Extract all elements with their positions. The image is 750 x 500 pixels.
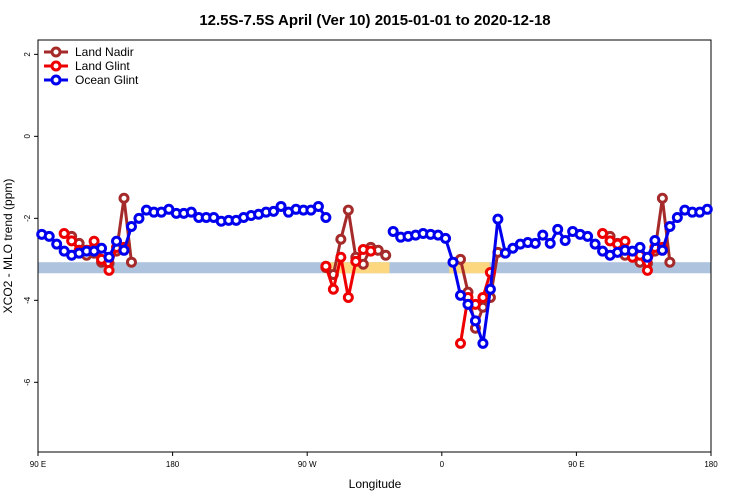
data-point [499,247,511,259]
data-point [477,337,489,349]
x-tick-label: 90 E [30,460,46,469]
data-point [440,232,452,244]
data-point [342,204,354,216]
legend-marker [50,74,62,86]
data-point [133,212,145,224]
data-point [118,192,130,204]
data-point [335,233,347,245]
plot-frame [37,39,712,453]
data-point [103,264,115,276]
data-point [275,200,287,212]
highlight-band [449,262,490,274]
data-point [552,223,564,235]
data-point [350,255,362,267]
x-tick-label: 0 [440,460,445,469]
y-tick-label: -4 [23,296,32,304]
data-point [185,206,197,218]
data-point [641,251,653,263]
x-axis-label: Longitude [349,477,402,491]
data-point [43,230,55,242]
data-point [597,227,609,239]
data-point [125,221,137,233]
data-point [634,241,646,253]
data-point [559,234,571,246]
data-point [671,212,683,224]
legend-label: Land Glint [75,59,130,73]
data-point [469,315,481,327]
data-point [447,256,459,268]
data-point [529,237,541,249]
data-point [365,245,377,257]
y-tick-label: -2 [23,214,32,222]
data-point [387,225,399,237]
data-point [656,244,668,256]
data-point [103,251,115,263]
x-tick-label: 180 [704,460,718,469]
data-point [118,244,130,256]
data-point [454,289,466,301]
data-point [462,298,474,310]
data-point [327,283,339,295]
y-tick-label: 0 [23,134,32,139]
data-point [320,260,332,272]
data-point [96,242,108,254]
data-point [619,235,631,247]
x-tick-label: 90 E [568,460,584,469]
legend-marker [50,60,62,72]
data-point [477,291,489,303]
data-point [649,234,661,246]
data-point [342,291,354,303]
data-point [58,227,70,239]
data-point [268,205,280,217]
y-axis-label: XCO2 - MLO trend (ppm) [1,179,15,314]
x-tick-label: 180 [166,460,180,469]
highlight-band [323,262,390,274]
legend-label: Land Nadir [75,45,134,59]
data-point [125,256,137,268]
series-line [41,204,708,344]
y-tick-label: -6 [23,378,32,386]
data-point [454,337,466,349]
legend-label: Ocean Glint [75,73,139,87]
data-point [335,251,347,263]
data-point [656,192,668,204]
data-point [701,203,713,215]
y-tick-label: 2 [23,52,32,57]
data-point [641,264,653,276]
data-point [380,249,392,261]
data-point [320,212,332,224]
data-point [582,230,594,242]
x-tick-label: 90 W [298,460,317,469]
data-point [664,221,676,233]
data-point [664,256,676,268]
data-point [537,229,549,241]
data-point [492,213,504,225]
legend-marker [50,46,62,58]
data-point [544,237,556,249]
data-point [312,200,324,212]
data-point [111,235,123,247]
data-point [51,238,63,250]
data-point [484,283,496,295]
chart-title: 12.5S-7.5S April (Ver 10) 2015-01-01 to … [199,12,550,29]
data-point [589,238,601,250]
data-point [66,235,78,247]
data-point [88,235,100,247]
